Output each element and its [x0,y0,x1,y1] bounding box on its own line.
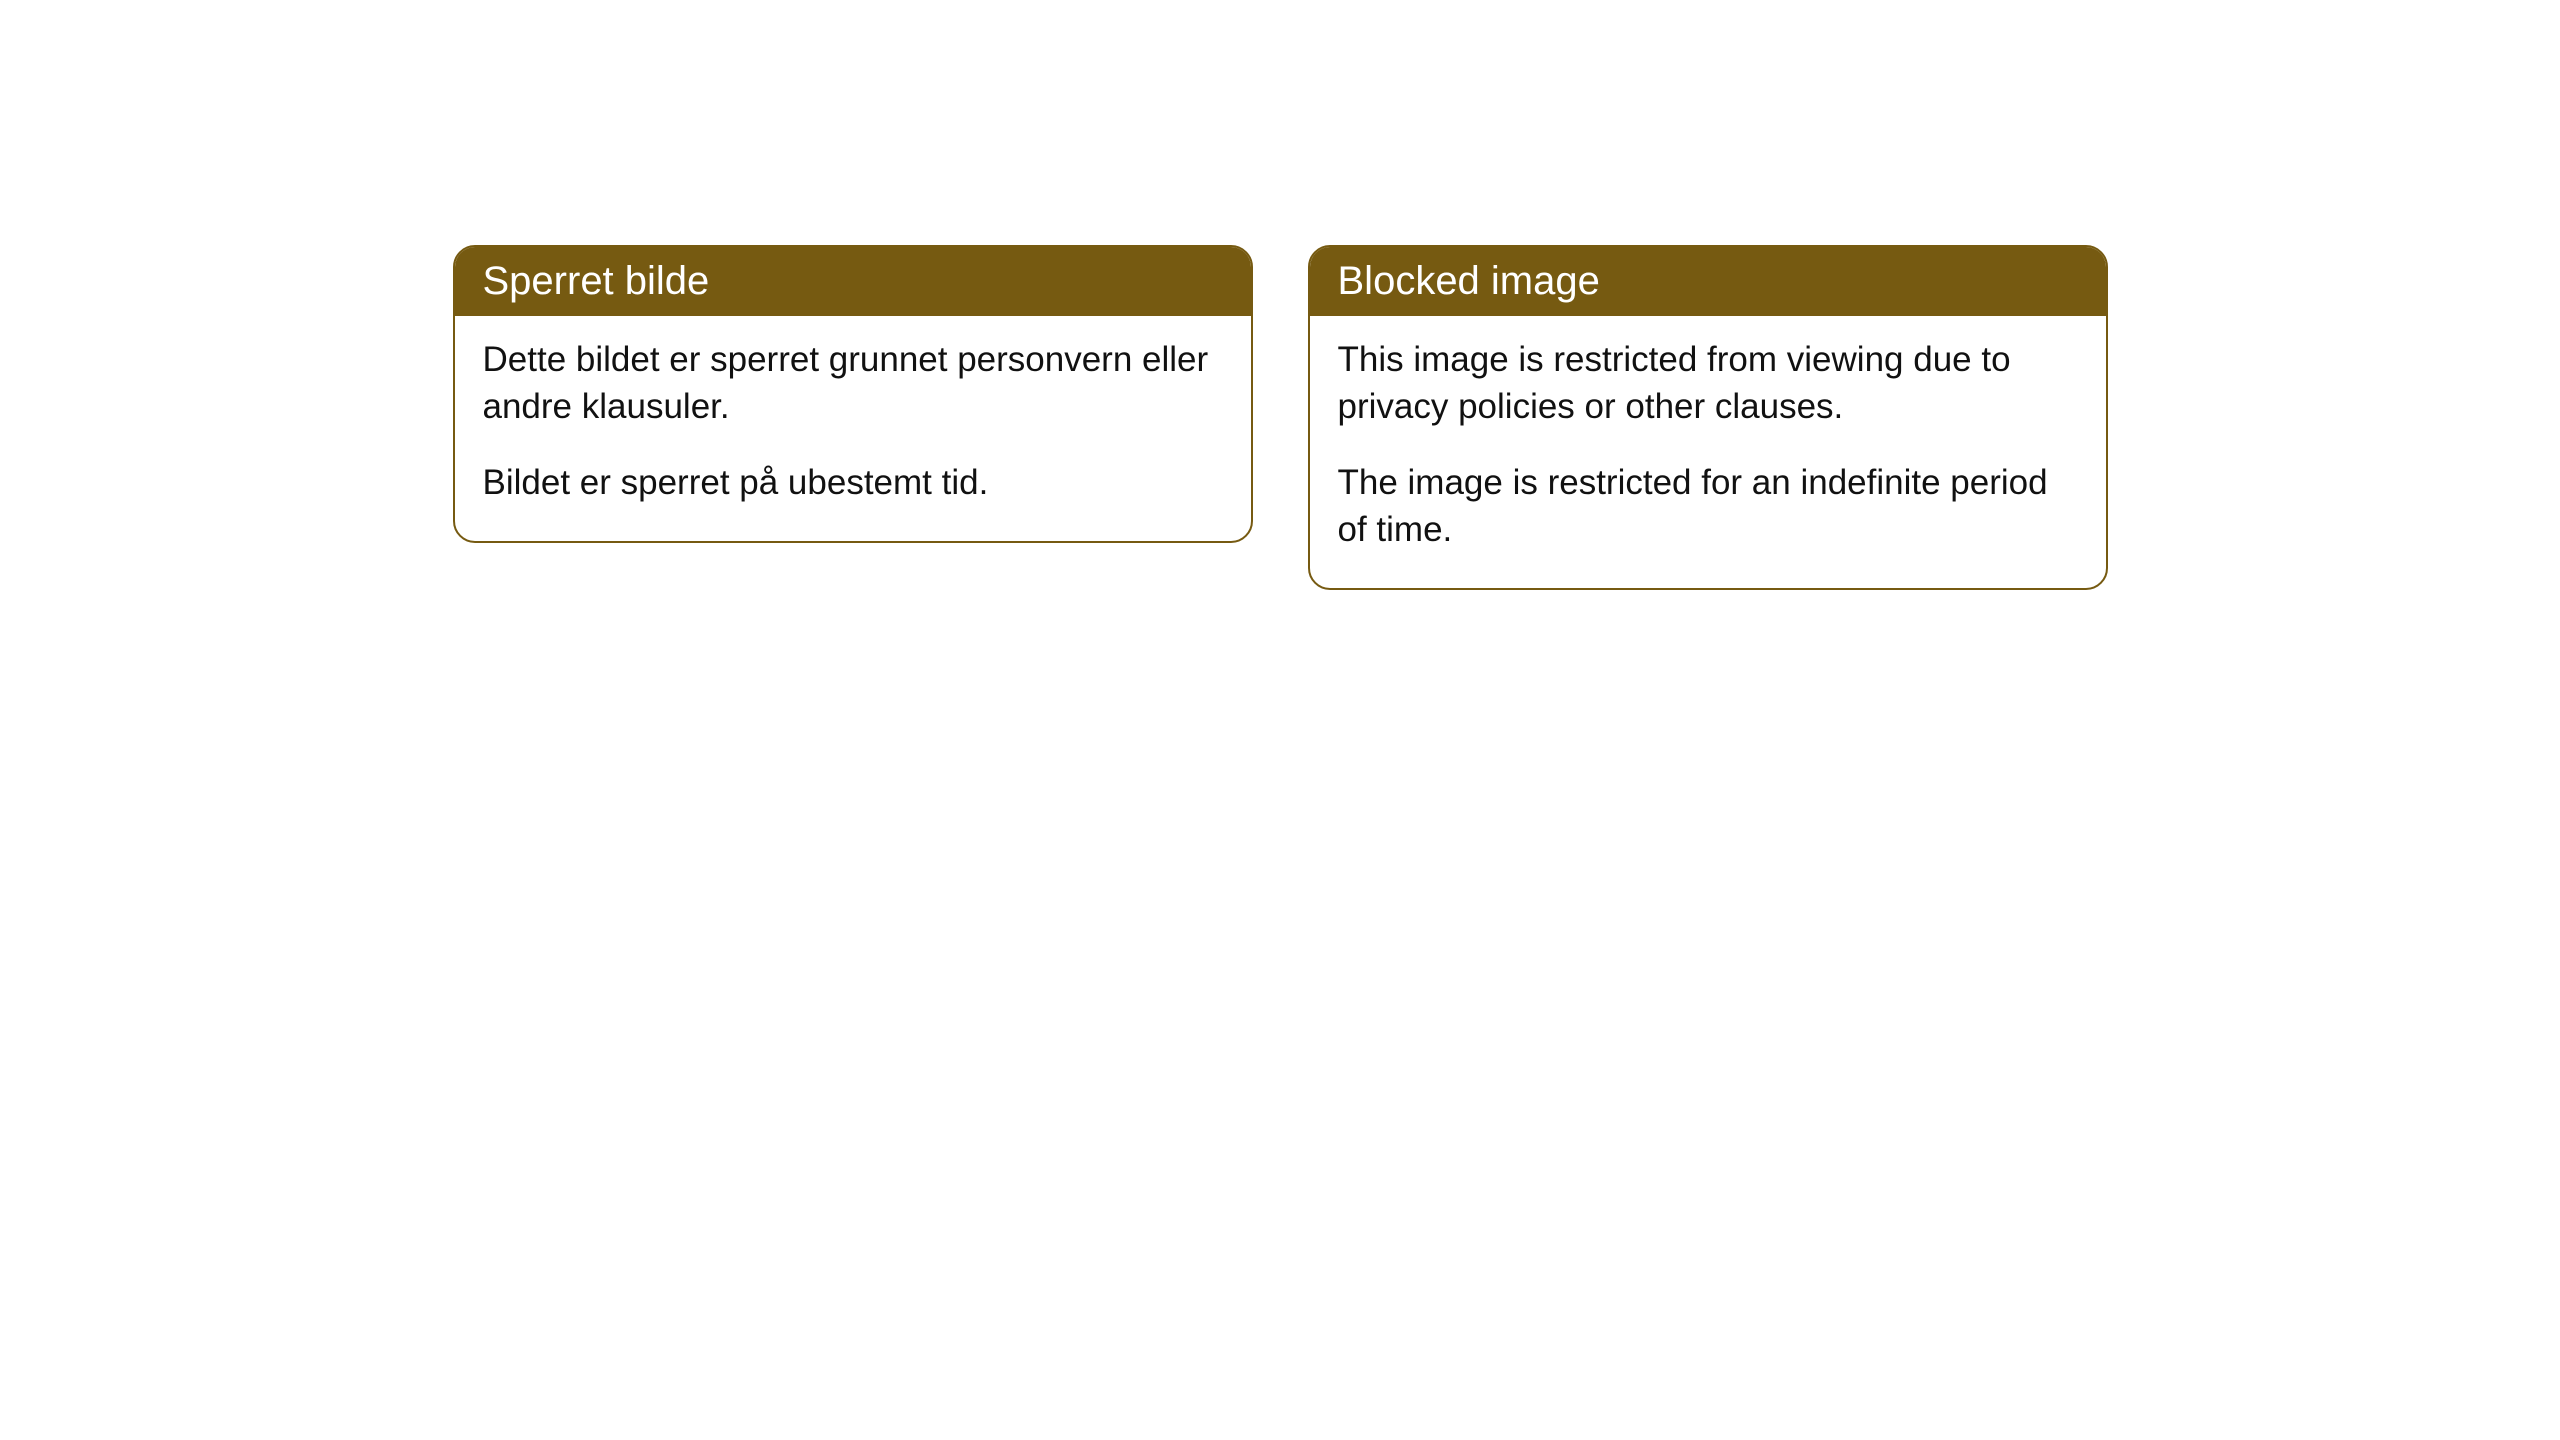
card-header: Sperret bilde [455,247,1251,316]
card-header: Blocked image [1310,247,2106,316]
card-body: This image is restricted from viewing du… [1310,316,2106,588]
card-title: Sperret bilde [483,259,710,303]
blocked-image-card-norwegian: Sperret bilde Dette bildet er sperret gr… [453,245,1253,543]
card-paragraph-1: This image is restricted from viewing du… [1338,336,2078,431]
card-paragraph-2: The image is restricted for an indefinit… [1338,459,2078,554]
card-paragraph-1: Dette bildet er sperret grunnet personve… [483,336,1223,431]
card-title: Blocked image [1338,259,1600,303]
card-paragraph-2: Bildet er sperret på ubestemt tid. [483,459,1223,506]
card-body: Dette bildet er sperret grunnet personve… [455,316,1251,541]
blocked-image-card-english: Blocked image This image is restricted f… [1308,245,2108,590]
